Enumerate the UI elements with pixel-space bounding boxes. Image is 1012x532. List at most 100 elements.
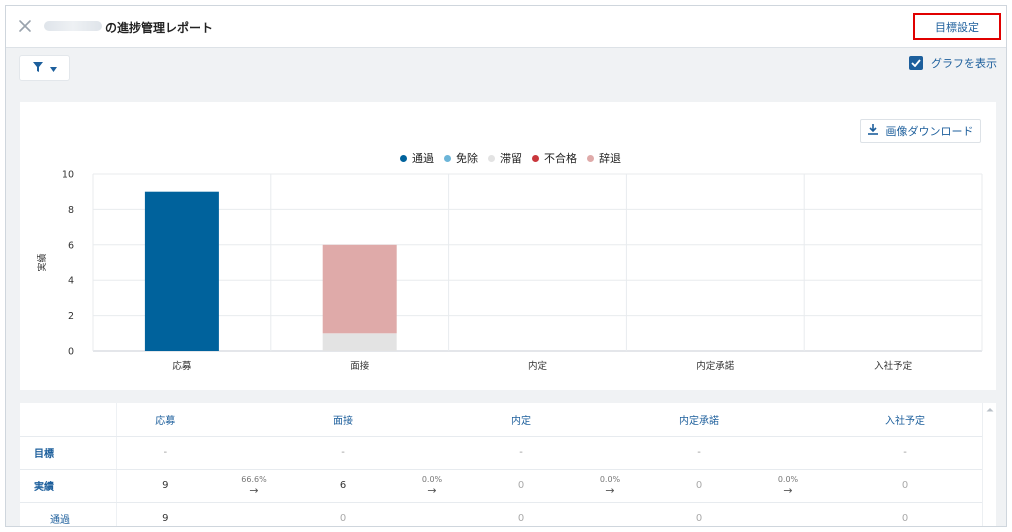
- rate-cell: [392, 436, 472, 470]
- conversion-rate: 0.0% →: [748, 474, 828, 497]
- y-tick-label: 4: [68, 276, 74, 287]
- rate-column-header: [214, 403, 294, 437]
- legend-dot-icon: [400, 154, 407, 162]
- rate-cell: [570, 436, 650, 470]
- close-icon[interactable]: [18, 19, 32, 33]
- table-cell: 9: [116, 502, 214, 526]
- conversion-rate-value: 0.0%: [777, 474, 799, 484]
- show-graph-label: グラフを表示: [931, 57, 997, 70]
- table-cell: -: [472, 436, 570, 470]
- conversion-rate-value: 0.0%: [599, 474, 621, 484]
- rate-cell: [214, 502, 294, 526]
- image-download-button[interactable]: 画像ダウンロード: [860, 119, 981, 143]
- redacted-job-name: [44, 21, 102, 31]
- y-tick-label: 2: [68, 311, 74, 322]
- table-cell: -: [294, 436, 392, 470]
- y-axis-label: 実績: [36, 253, 48, 271]
- data-table: 応募 面接 内定 内定承諾 入社予定 目標 - - - - - 実績 9 66.6% → 6 0.0% → 0 0.…: [20, 403, 982, 526]
- row-label-header: [20, 403, 117, 437]
- table-cell: -: [116, 436, 214, 470]
- legend-item-2[interactable]: 滞留: [488, 150, 522, 166]
- table-cell: 6: [294, 469, 392, 503]
- chart-card: 画像ダウンロード 通過 免除 滞留 不合格 辞退 0 2 4 6 8 10 実績 応募 面接 内定 内定承諾…: [20, 102, 996, 390]
- rate-column-header: [392, 403, 472, 437]
- dialog-header: の進捗管理レポート 目標設定: [6, 6, 1006, 48]
- conversion-rate-value: 0.0%: [421, 474, 443, 484]
- legend-item-0[interactable]: 通過: [400, 150, 434, 166]
- x-tick-label: 面接: [350, 360, 370, 372]
- scroll-up-icon[interactable]: [983, 403, 997, 417]
- legend-item-1[interactable]: 免除: [444, 150, 478, 166]
- arrow-right-icon: →: [249, 483, 259, 497]
- legend-item-4[interactable]: 辞退: [587, 150, 621, 166]
- column-header: 内定: [472, 403, 570, 437]
- table-cell: 9: [116, 469, 214, 503]
- table-body: 目標 - - - - - 実績 9 66.6% → 6 0.0% → 0 0.0% → 0 0.0% → 0 通過 9 0 0…: [20, 436, 982, 526]
- filter-dropdown-button[interactable]: [20, 56, 69, 80]
- show-graph-toggle[interactable]: グラフを表示: [909, 55, 997, 71]
- y-tick-label: 8: [68, 205, 74, 216]
- table-row: 実績 9 66.6% → 6 0.0% → 0 0.0% → 0 0.0% → 0: [20, 469, 982, 503]
- y-tick-label: 10: [62, 170, 74, 181]
- row-label: 目標: [20, 436, 117, 470]
- rate-cell: [748, 436, 828, 470]
- rate-cell: 0.0% →: [748, 469, 828, 503]
- legend-dot-icon: [532, 154, 539, 162]
- data-table-card: 応募 面接 内定 内定承諾 入社予定 目標 - - - - - 実績 9 66.6% → 6 0.0% → 0 0.…: [20, 403, 982, 526]
- legend-item-3[interactable]: 不合格: [532, 150, 577, 166]
- rate-cell: [748, 502, 828, 526]
- x-tick-label: 内定承諾: [696, 360, 735, 372]
- legend-dot-icon: [587, 154, 594, 162]
- bar-segment: [144, 191, 219, 351]
- table-header-row: 応募 面接 内定 内定承諾 入社予定: [20, 403, 982, 437]
- rate-cell: [570, 502, 650, 526]
- table-row: 通過 9 0 0 0 0: [20, 502, 982, 526]
- legend-dot-icon: [488, 154, 495, 162]
- legend-label: 辞退: [599, 152, 621, 165]
- bar-segment: [322, 333, 397, 351]
- column-header: 内定承諾: [650, 403, 748, 437]
- image-download-label: 画像ダウンロード: [885, 125, 974, 138]
- legend-label: 免除: [456, 152, 478, 165]
- rate-cell: 0.0% →: [570, 469, 650, 503]
- goal-settings-button[interactable]: 目標設定: [913, 13, 1001, 40]
- legend-label: 滞留: [500, 152, 522, 165]
- arrow-right-icon: →: [783, 483, 793, 497]
- rate-cell: 66.6% →: [214, 469, 294, 503]
- chevron-down-icon: [49, 62, 57, 75]
- rate-cell: [392, 502, 472, 526]
- table-cell: 0: [472, 502, 570, 526]
- table-cell: 0: [294, 502, 392, 526]
- report-dialog: の進捗管理レポート 目標設定 グラフを表示 画像ダウンロード 通過 免除 滞留 不合格…: [5, 5, 1007, 527]
- x-tick-label: 内定: [528, 360, 548, 372]
- page-title: の進捗管理レポート: [105, 21, 214, 35]
- filter-icon: [32, 61, 43, 75]
- column-header: 応募: [116, 403, 214, 437]
- download-icon: [867, 124, 878, 138]
- column-header: 入社予定: [828, 403, 982, 437]
- conversion-rate: 0.0% →: [392, 474, 472, 497]
- arrow-right-icon: →: [605, 483, 615, 497]
- rate-column-header: [748, 403, 828, 437]
- checkbox-checked-icon[interactable]: [909, 56, 923, 70]
- y-tick-label: 6: [68, 240, 74, 251]
- table-scrollbar[interactable]: [982, 403, 997, 526]
- table-row: 目標 - - - - -: [20, 436, 982, 470]
- legend-dot-icon: [444, 154, 451, 162]
- table-cell: 0: [828, 469, 982, 503]
- column-header: 面接: [294, 403, 392, 437]
- conversion-rate-value: 66.6%: [241, 474, 267, 484]
- table-cell: 0: [828, 502, 982, 526]
- x-tick-label: 入社予定: [874, 360, 913, 372]
- table-cell: 0: [472, 469, 570, 503]
- table-cell: 0: [650, 469, 748, 503]
- table-cell: 0: [650, 502, 748, 526]
- arrow-right-icon: →: [427, 483, 437, 497]
- y-tick-label: 0: [68, 347, 74, 358]
- conversion-rate: 66.6% →: [214, 474, 294, 497]
- rate-cell: 0.0% →: [392, 469, 472, 503]
- table-cell: -: [650, 436, 748, 470]
- rate-column-header: [570, 403, 650, 437]
- table-cell: -: [828, 436, 982, 470]
